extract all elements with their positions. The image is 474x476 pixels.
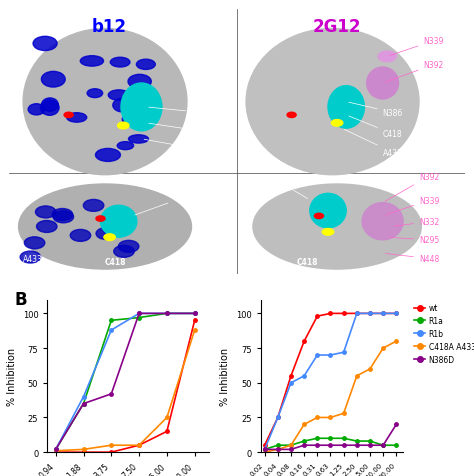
Ellipse shape <box>24 238 45 249</box>
Text: C418: C418 <box>149 124 211 136</box>
Text: N332: N332 <box>394 218 439 227</box>
Text: b12: b12 <box>92 18 127 35</box>
Text: C418: C418 <box>296 257 318 266</box>
Ellipse shape <box>128 136 148 144</box>
Y-axis label: % Inhibition: % Inhibition <box>7 347 17 405</box>
Ellipse shape <box>246 30 419 175</box>
Text: A433: A433 <box>23 255 43 264</box>
Text: N392: N392 <box>385 61 444 83</box>
Text: N339: N339 <box>390 37 444 56</box>
Ellipse shape <box>36 207 56 218</box>
Text: N448: N448 <box>385 254 439 264</box>
Text: A433: A433 <box>344 130 402 158</box>
Ellipse shape <box>362 203 403 240</box>
Ellipse shape <box>137 60 155 70</box>
Ellipse shape <box>122 113 149 128</box>
Ellipse shape <box>52 209 73 221</box>
Text: A433: A433 <box>144 140 211 155</box>
Legend: wt, R1a, R1b, C418A A433T, N386D: wt, R1a, R1b, C418A A433T, N386D <box>411 301 474 367</box>
Ellipse shape <box>28 105 45 116</box>
Ellipse shape <box>95 149 120 162</box>
Text: N386: N386 <box>349 103 403 118</box>
Text: N339: N339 <box>385 196 439 216</box>
Ellipse shape <box>314 214 323 219</box>
Ellipse shape <box>41 72 65 88</box>
Ellipse shape <box>80 57 103 67</box>
Text: C418: C418 <box>105 257 127 266</box>
Text: N386: N386 <box>269 178 308 199</box>
Ellipse shape <box>287 113 296 119</box>
Ellipse shape <box>118 123 129 129</box>
Ellipse shape <box>67 113 87 123</box>
Ellipse shape <box>118 241 139 253</box>
Ellipse shape <box>23 30 187 175</box>
Ellipse shape <box>328 87 365 129</box>
Ellipse shape <box>108 90 129 101</box>
Ellipse shape <box>378 52 396 62</box>
Ellipse shape <box>96 217 105 222</box>
Text: C418: C418 <box>349 117 402 139</box>
Ellipse shape <box>87 89 103 99</box>
Ellipse shape <box>20 251 41 264</box>
Ellipse shape <box>253 185 421 269</box>
Ellipse shape <box>18 185 191 269</box>
Ellipse shape <box>114 246 134 258</box>
Ellipse shape <box>36 221 57 233</box>
Ellipse shape <box>104 234 115 241</box>
Ellipse shape <box>322 229 334 236</box>
Ellipse shape <box>331 120 343 127</box>
Text: A: A <box>14 18 29 37</box>
Ellipse shape <box>117 142 134 150</box>
Ellipse shape <box>33 37 57 51</box>
Y-axis label: % Inhibition: % Inhibition <box>220 347 230 405</box>
Ellipse shape <box>42 99 58 112</box>
Text: N386: N386 <box>135 194 193 216</box>
Ellipse shape <box>53 211 73 223</box>
Text: N386: N386 <box>149 108 212 118</box>
Ellipse shape <box>367 68 399 99</box>
Text: A433: A433 <box>246 257 266 266</box>
Ellipse shape <box>103 224 123 236</box>
Text: N295: N295 <box>390 236 439 245</box>
Text: B: B <box>14 291 27 308</box>
Ellipse shape <box>83 200 104 212</box>
Ellipse shape <box>100 206 137 238</box>
Ellipse shape <box>64 113 73 119</box>
Text: N392: N392 <box>385 172 439 202</box>
Ellipse shape <box>40 101 59 116</box>
Ellipse shape <box>125 103 151 117</box>
Ellipse shape <box>121 84 162 131</box>
Ellipse shape <box>110 58 130 68</box>
Ellipse shape <box>70 230 91 242</box>
Ellipse shape <box>128 75 151 89</box>
Ellipse shape <box>113 99 134 113</box>
Ellipse shape <box>310 194 346 228</box>
Text: 2G12: 2G12 <box>313 18 361 35</box>
Ellipse shape <box>96 228 117 240</box>
